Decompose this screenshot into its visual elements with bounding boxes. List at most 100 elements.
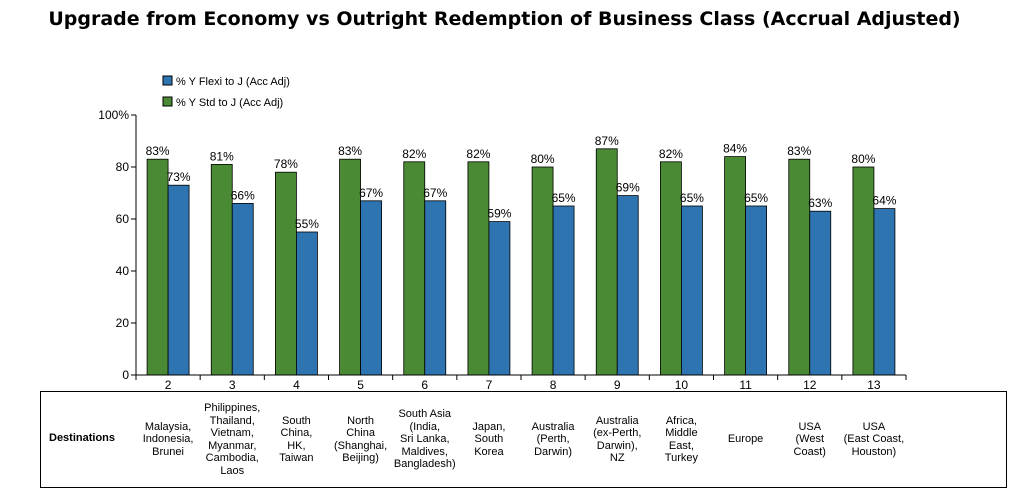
bar (531, 166, 554, 376)
bar (403, 161, 426, 376)
destinations-header: Destinations (49, 432, 116, 444)
bar (167, 184, 190, 376)
bar (873, 208, 896, 376)
destination-cell: Malaysia, Indonesia, Brunei (131, 392, 205, 487)
x-tick-label: 3 (229, 378, 236, 392)
data-label: 80% (531, 152, 555, 166)
bar (745, 205, 767, 376)
destination-cell: North China (Shanghai, Beijing) (324, 392, 398, 487)
x-tick-label: 8 (550, 378, 557, 392)
data-label: 64% (872, 194, 896, 208)
y-tick-label: 20 (116, 316, 130, 330)
bar (339, 158, 361, 376)
data-label: 73% (167, 170, 191, 184)
bar (660, 161, 682, 376)
destination-label: USA (East Coast, Houston) (843, 420, 905, 458)
bar (146, 158, 169, 376)
x-tick-label: 7 (486, 378, 493, 392)
y-tick-label: 60 (116, 212, 130, 226)
bar (552, 205, 575, 376)
destination-label: Europe (727, 433, 764, 446)
destination-cell: Philippines, Thailand, Vietnam, Myanmar,… (195, 392, 269, 487)
destination-label: Australia (ex-Perth, Darwin), NZ (593, 414, 642, 465)
bar (724, 156, 746, 376)
bar (681, 205, 703, 376)
bar (595, 148, 618, 376)
bar-chart: % Y Flexi to J (Acc Adj) % Y Std to J (Ac… (98, 75, 907, 392)
destination-cell: Australia (Perth, Darwin) (516, 392, 590, 487)
y-axis: 0 20 40 60 80 100% (98, 108, 137, 382)
bar (852, 166, 875, 376)
destination-label: USA (West Coast) (793, 420, 826, 458)
destination-cell: Australia (ex-Perth, Darwin), NZ (580, 392, 654, 487)
destination-label: North China (Shanghai, Beijing) (333, 414, 388, 465)
legend-swatch (162, 96, 173, 107)
data-label: 87% (595, 134, 619, 148)
destination-cell: Japan, South Korea (452, 392, 526, 487)
y-tick-label: 100% (98, 108, 129, 122)
destination-label: Philippines, Thailand, Vietnam, Myanmar,… (204, 402, 261, 477)
destination-label: Australia (Perth, Darwin) (531, 420, 575, 458)
destination-label: Malaysia, Indonesia, Brunei (142, 420, 194, 458)
data-label: 66% (231, 188, 255, 202)
bar (488, 221, 511, 376)
data-label: 82% (402, 147, 426, 161)
data-label: 82% (659, 147, 683, 161)
legend-label: % Y Flexi to J (Acc Adj) (176, 76, 290, 88)
bar (616, 195, 639, 376)
bar (467, 161, 490, 376)
destination-cell: Europe (709, 392, 783, 487)
data-label: 84% (723, 142, 747, 156)
x-tick-label: 5 (357, 378, 364, 392)
destination-label: South China, HK, Taiwan (279, 414, 314, 465)
destination-cell: South Asia (India, Sri Lanka, Maldives, … (388, 392, 462, 487)
data-label: 83% (787, 144, 811, 158)
legend: % Y Flexi to J (Acc Adj) % Y Std to J (Ac… (162, 75, 290, 109)
y-tick-label: 80 (116, 160, 130, 174)
destination-cell: USA (East Coast, Houston) (837, 392, 911, 487)
data-label: 65% (680, 191, 704, 205)
bar (788, 158, 811, 376)
x-tick-label: 10 (675, 378, 689, 392)
data-label: 80% (851, 152, 875, 166)
destinations-table: Destinations Malaysia, Indonesia, Brunei… (40, 391, 1007, 488)
data-label: 65% (744, 191, 768, 205)
data-label: 69% (616, 181, 640, 195)
data-label: 82% (466, 147, 490, 161)
x-tick-label: 4 (293, 378, 300, 392)
data-label: 55% (295, 217, 319, 231)
data-label: 67% (423, 186, 447, 200)
y-tick-label: 40 (116, 264, 130, 278)
bars: 83% 73% 81% 66% 78% 55% 83% 67% 82% 67% 82% 59% 80% 6… (146, 134, 897, 376)
x-tick-label: 13 (867, 378, 881, 392)
legend-swatch (162, 75, 173, 86)
x-tick-label: 6 (421, 378, 428, 392)
destination-cell: Africa, Middle East, Turkey (644, 392, 718, 487)
x-tick-label: 9 (614, 378, 621, 392)
bar (809, 210, 832, 376)
destination-label: Japan, South Korea (472, 420, 506, 458)
destination-cell: South China, HK, Taiwan (259, 392, 333, 487)
data-label: 83% (338, 144, 362, 158)
data-label: 65% (552, 191, 576, 205)
data-label: 81% (210, 149, 234, 163)
bar (424, 200, 447, 376)
bar (210, 163, 233, 376)
bar (360, 200, 382, 376)
data-label: 67% (359, 186, 383, 200)
legend-label: % Y Std to J (Acc Adj) (176, 97, 283, 109)
data-label: 59% (487, 207, 511, 221)
destination-label: Africa, Middle East, Turkey (664, 414, 699, 465)
bar (296, 231, 318, 376)
data-label: 83% (146, 144, 170, 158)
x-axis: 2 3 4 5 6 7 8 9 10 11 12 13 (135, 374, 907, 392)
x-tick-label: 11 (739, 378, 752, 392)
bar (275, 171, 297, 376)
destination-label: South Asia (India, Sri Lanka, Maldives, … (393, 408, 456, 471)
data-label: 78% (274, 157, 298, 171)
chart-title: Upgrade from Economy vs Outright Redempt… (48, 8, 961, 30)
x-tick-label: 12 (803, 378, 817, 392)
data-label: 63% (808, 196, 832, 210)
bar (231, 202, 254, 376)
y-tick-label: 0 (122, 368, 129, 382)
